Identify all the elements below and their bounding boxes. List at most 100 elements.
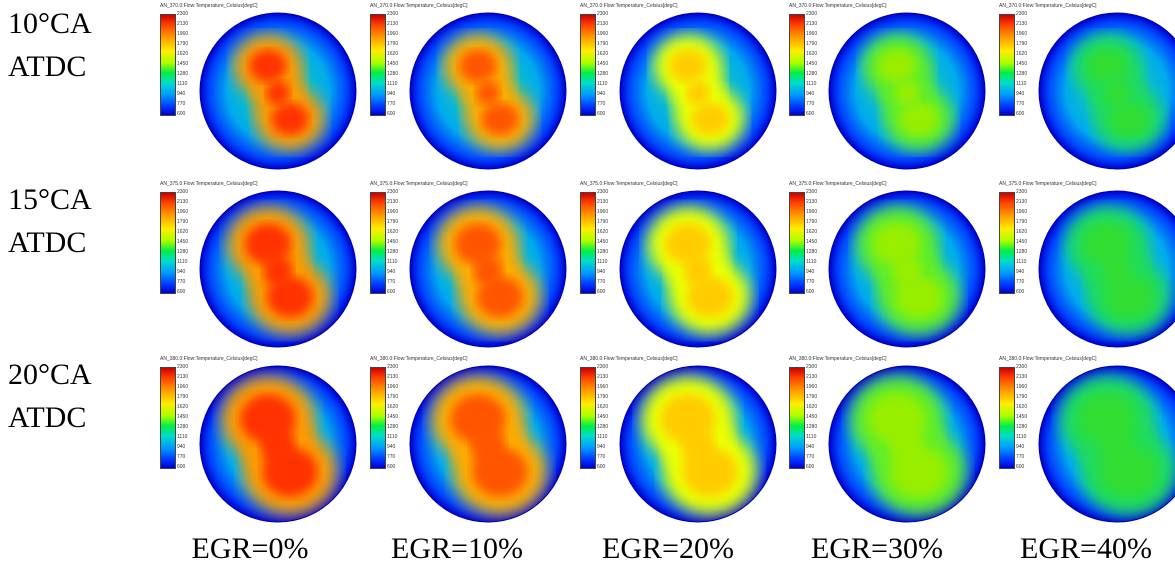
temperature-disk <box>409 190 567 348</box>
scale-tick-label: 1450 <box>177 61 189 67</box>
color-scale-bar <box>789 367 805 469</box>
contour-plot: AN_370.0:Flow:Temperature_Celsius[degC] 2… <box>158 3 363 175</box>
scale-tick-label: 2130 <box>597 199 609 205</box>
scale-tick-label: 770 <box>806 454 815 460</box>
plot-caption: AN_375.0:Flow:Temperature_Celsius[degC] <box>999 181 1097 187</box>
contour-plot: AN_380.0:Flow:Temperature_Celsius[degC] 2… <box>158 356 363 528</box>
scale-tick-label: 1790 <box>806 394 818 400</box>
scale-tick-label: 1280 <box>806 424 818 430</box>
column-label-egr0: EGR=0% <box>191 532 309 565</box>
temperature-disk <box>199 190 357 348</box>
column-label-egr40: EGR=40% <box>1020 532 1152 565</box>
scale-tick-label: 940 <box>806 269 815 275</box>
scale-tick-label: 1620 <box>1016 51 1028 57</box>
color-scale-bar <box>999 367 1015 469</box>
scale-tick-label: 770 <box>387 454 396 460</box>
scale-tick-label: 2300 <box>1016 189 1028 195</box>
scale-tick-label: 2130 <box>177 199 189 205</box>
scale-tick-label: 770 <box>177 454 186 460</box>
scale-tick-label: 2130 <box>806 21 818 27</box>
scale-tick-label: 2130 <box>387 21 399 27</box>
scale-tick-label: 1110 <box>806 81 817 87</box>
scale-tick-label: 1620 <box>597 404 609 410</box>
scale-tick-label: 940 <box>597 91 606 97</box>
scale-tick-label: 1110 <box>1016 434 1027 440</box>
scale-tick-label: 1450 <box>1016 239 1028 245</box>
scale-tick-label: 1620 <box>387 229 399 235</box>
scale-tick-label: 1280 <box>177 249 189 255</box>
plot-caption: AN_370.0:Flow:Temperature_Celsius[degC] <box>580 3 678 9</box>
scale-tick-label: 2300 <box>806 364 818 370</box>
scale-tick-label: 2130 <box>1016 374 1028 380</box>
temperature-disk <box>619 365 777 523</box>
scale-tick-label: 600 <box>1016 111 1025 117</box>
scale-tick-label: 1280 <box>806 71 818 77</box>
scale-tick-label: 600 <box>597 111 606 117</box>
scale-tick-label: 2300 <box>1016 364 1028 370</box>
contour-plot: AN_375.0:Flow:Temperature_Celsius[degC] 2… <box>997 181 1175 353</box>
plot-caption: AN_375.0:Flow:Temperature_Celsius[degC] <box>160 181 258 187</box>
scale-tick-label: 1280 <box>597 71 609 77</box>
scale-tick-label: 1960 <box>597 31 609 37</box>
scale-tick-label: 2130 <box>387 199 399 205</box>
contour-plot: AN_375.0:Flow:Temperature_Celsius[degC] 2… <box>787 181 992 353</box>
scale-tick-label: 1280 <box>597 249 609 255</box>
scale-tick-label: 1960 <box>806 384 818 390</box>
scale-tick-label: 1960 <box>597 384 609 390</box>
contour-plot: AN_370.0:Flow:Temperature_Celsius[degC] 2… <box>368 3 573 175</box>
scale-tick-label: 1450 <box>597 61 609 67</box>
scale-tick-label: 600 <box>1016 289 1025 295</box>
temperature-disk <box>828 190 986 348</box>
scale-tick-label: 600 <box>806 464 815 470</box>
color-scale-bar <box>580 14 596 116</box>
column-label-egr30: EGR=30% <box>811 532 943 565</box>
scale-tick-label: 1960 <box>177 209 189 215</box>
scale-tick-label: 1620 <box>806 404 818 410</box>
scale-tick-label: 940 <box>387 91 396 97</box>
contour-plot: AN_380.0:Flow:Temperature_Celsius[degC] 2… <box>787 356 992 528</box>
scale-tick-label: 1960 <box>387 31 399 37</box>
scale-tick-label: 2130 <box>806 199 818 205</box>
row-label-line2: ATDC <box>8 50 87 83</box>
scale-tick-label: 1790 <box>387 394 399 400</box>
scale-tick-label: 1450 <box>597 239 609 245</box>
plot-caption: AN_380.0:Flow:Temperature_Celsius[degC] <box>999 356 1097 362</box>
scale-tick-label: 600 <box>387 464 396 470</box>
scale-tick-label: 2130 <box>806 374 818 380</box>
color-scale-bar <box>789 192 805 294</box>
scale-tick-label: 1110 <box>177 259 188 265</box>
scale-tick-label: 2300 <box>177 11 189 17</box>
color-scale-ticks: 2300 2130 1960 1790 1620 1450 1280 1110 940 770 60… <box>387 364 398 470</box>
row-label-line1: 15°CA <box>8 183 92 216</box>
scale-tick-label: 1450 <box>806 239 818 245</box>
contour-plot: AN_370.0:Flow:Temperature_Celsius[degC] 2… <box>578 3 783 175</box>
scale-tick-label: 770 <box>177 101 186 107</box>
scale-tick-label: 770 <box>597 454 606 460</box>
scale-tick-label: 1110 <box>597 81 608 87</box>
scale-tick-label: 1790 <box>597 219 609 225</box>
color-scale-bar <box>580 367 596 469</box>
scale-tick-label: 1280 <box>1016 249 1028 255</box>
temperature-disk <box>1038 365 1175 523</box>
scale-tick-label: 770 <box>597 279 606 285</box>
plot-caption: AN_375.0:Flow:Temperature_Celsius[degC] <box>580 181 678 187</box>
color-scale-ticks: 2300 2130 1960 1790 1620 1450 1280 1110 940 770 60… <box>387 189 398 295</box>
scale-tick-label: 1450 <box>806 414 818 420</box>
scale-tick-label: 1620 <box>177 404 189 410</box>
scale-tick-label: 1620 <box>387 51 399 57</box>
scale-tick-label: 1790 <box>1016 41 1028 47</box>
scale-tick-label: 2300 <box>597 11 609 17</box>
scale-tick-label: 1960 <box>177 31 189 37</box>
column-label-egr20: EGR=20% <box>602 532 734 565</box>
scale-tick-label: 1790 <box>177 219 189 225</box>
scale-tick-label: 1620 <box>806 51 818 57</box>
scale-tick-label: 770 <box>177 279 186 285</box>
scale-tick-label: 1790 <box>387 41 399 47</box>
scale-tick-label: 1280 <box>387 424 399 430</box>
scale-tick-label: 940 <box>177 269 186 275</box>
contour-plot: AN_380.0:Flow:Temperature_Celsius[degC] 2… <box>578 356 783 528</box>
scale-tick-label: 1450 <box>1016 61 1028 67</box>
scale-tick-label: 600 <box>597 289 606 295</box>
scale-tick-label: 770 <box>1016 101 1025 107</box>
scale-tick-label: 1280 <box>177 424 189 430</box>
